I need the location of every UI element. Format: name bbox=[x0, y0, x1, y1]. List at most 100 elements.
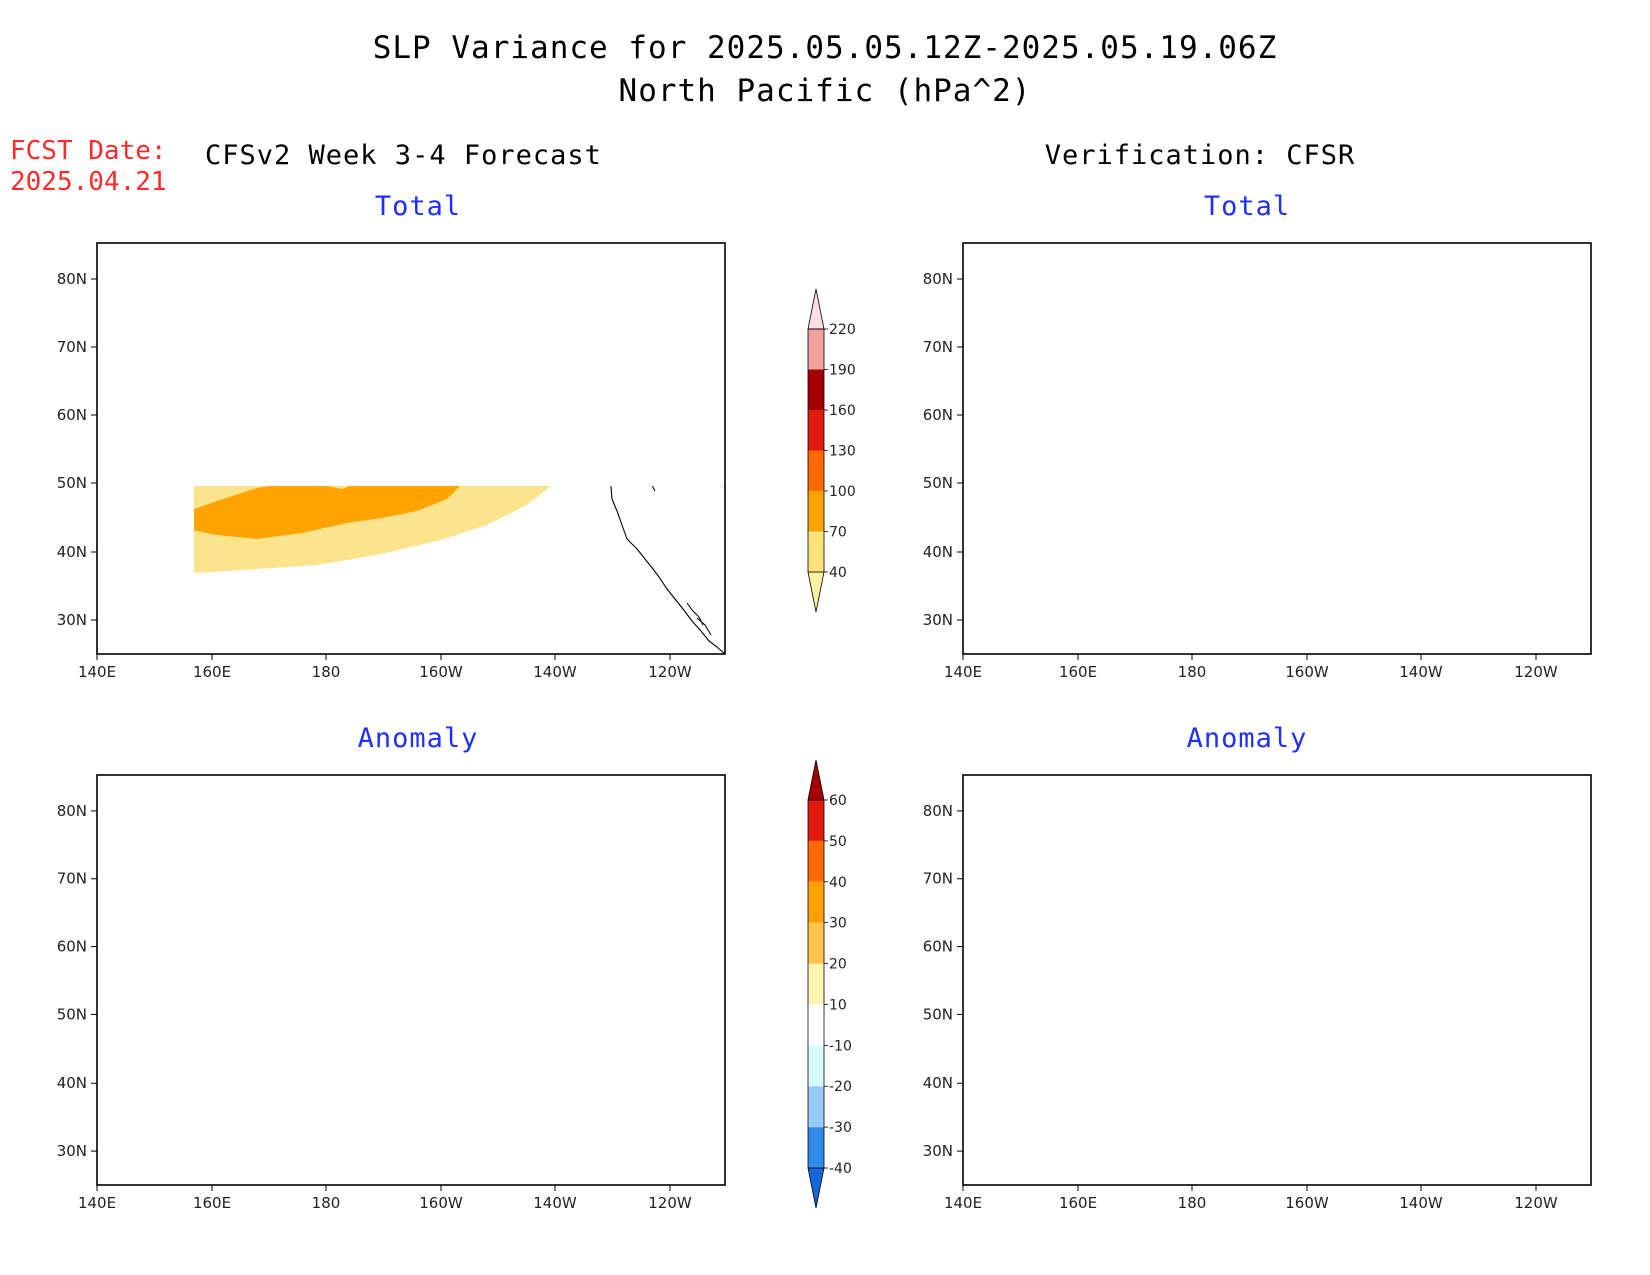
lon-label: 180 bbox=[1178, 1194, 1207, 1212]
colorbar-label: 60 bbox=[829, 793, 847, 809]
variance-contour-160 bbox=[1029, 531, 1037, 535]
colorbar-top-arrow bbox=[807, 759, 825, 801]
lat-label: 80N bbox=[923, 270, 953, 288]
map-frame bbox=[96, 242, 726, 655]
colorbar-bottom-arrow bbox=[807, 1167, 825, 1209]
anomaly-contour-neg10-b bbox=[465, 945, 617, 1055]
panel-subtitle-forecast-anomaly: Anomaly bbox=[357, 723, 479, 754]
lat-label: 60N bbox=[923, 406, 953, 424]
lat-label: 30N bbox=[57, 611, 87, 629]
anomaly-contour-10 bbox=[963, 949, 1433, 1115]
colorbar-swatch bbox=[808, 410, 824, 451]
panel-subtitle-forecast-total: Total bbox=[374, 191, 462, 222]
colorbar-label: 10 bbox=[829, 997, 847, 1013]
anomaly-contour-10-f bbox=[1575, 985, 1591, 1013]
colorbar-frame bbox=[807, 799, 825, 1169]
anomaly-contour-neg20 bbox=[963, 799, 1083, 861]
colorbar-bottom-arrow bbox=[807, 571, 825, 613]
lon-label: 140W bbox=[533, 663, 577, 681]
lon-label: 140E bbox=[944, 663, 982, 681]
lon-label: 160E bbox=[193, 1194, 231, 1212]
colorbar-label: 20 bbox=[829, 957, 847, 973]
anomaly-contour-30-c bbox=[1283, 959, 1383, 1005]
lat-label: 70N bbox=[923, 338, 953, 356]
anomaly-contour-neg10-b bbox=[963, 911, 1443, 1093]
colorbar-swatch bbox=[808, 1004, 824, 1046]
anomaly-contour-40 bbox=[963, 1015, 1093, 1087]
lon-label: 180 bbox=[312, 663, 341, 681]
panel-subtitle-verification-total: Total bbox=[1203, 191, 1291, 222]
lat-label: 30N bbox=[57, 1142, 87, 1160]
anomaly-contour-neg20-b bbox=[1081, 1041, 1141, 1079]
lat-label: 30N bbox=[923, 1142, 953, 1160]
forecast-column-header: CFSv2 Week 3-4 Forecast bbox=[205, 140, 602, 171]
variance-contour-70 bbox=[963, 415, 1413, 561]
colorbar-label: 100 bbox=[829, 484, 856, 500]
variance-contour-70 bbox=[194, 486, 460, 539]
anomaly-contour-10-c bbox=[1353, 831, 1443, 857]
lat-label: 70N bbox=[57, 870, 87, 888]
variance-contour-40 bbox=[194, 486, 552, 573]
anomaly-contour-60 bbox=[981, 1027, 1063, 1071]
map-frame bbox=[96, 774, 726, 1186]
anomaly-contour-50-b bbox=[1305, 977, 1353, 999]
lat-label: 40N bbox=[57, 543, 87, 561]
map-panel-forecast-anomaly: 80N 70N 60N 50N 40N 30N 140E 160E 180 160W 140W 120… bbox=[57, 774, 726, 1212]
axis-labels-forecast-total: 80N 70N 60N 50N 40N 30N 140E 160E 180 160W 140W 120… bbox=[57, 270, 692, 681]
axis-labels-forecast-anomaly: 80N 70N 60N 50N 40N 30N 140E 160E 180 160W 140W 120… bbox=[57, 802, 692, 1212]
lat-label: 60N bbox=[57, 406, 87, 424]
anomaly-contour-20-c bbox=[1503, 899, 1591, 951]
colorbar-label: 40 bbox=[829, 875, 847, 891]
colorbar-label: 160 bbox=[829, 403, 856, 419]
anomaly-contour-neg10-c bbox=[482, 803, 545, 815]
anomaly-contour-30-b bbox=[1209, 971, 1237, 1033]
anomaly-contour-30 bbox=[963, 975, 1113, 1085]
colorbar-anomaly: -40 -30 -20 -10 10 20 30 40 50 60 bbox=[807, 759, 852, 1209]
lon-label: 120W bbox=[1514, 1194, 1558, 1212]
anomaly-contour-neg10 bbox=[963, 775, 1591, 905]
lat-label: 40N bbox=[923, 543, 953, 561]
variance-contour-40-edge bbox=[717, 486, 725, 488]
colorbar-total: 40 70 100 130 160 190 220 bbox=[807, 288, 856, 613]
lat-label: 80N bbox=[57, 802, 87, 820]
variance-contour-70-e bbox=[1581, 447, 1591, 471]
colorbar-swatch bbox=[808, 369, 824, 410]
forecast-date-value: 2025.04.21 bbox=[10, 167, 167, 197]
lat-label: 60N bbox=[57, 938, 87, 956]
anomaly-contour-40-b bbox=[1293, 971, 1365, 1003]
map-panel-forecast-total: 80N 70N 60N 50N 40N 30N 140E 160E 180 160W 140W 120… bbox=[57, 242, 726, 681]
verification-column-header: Verification: CFSR bbox=[1044, 140, 1356, 171]
lat-label: 80N bbox=[923, 802, 953, 820]
lat-label: 70N bbox=[57, 338, 87, 356]
lat-label: 50N bbox=[923, 1005, 953, 1023]
colorbar-label: 50 bbox=[829, 834, 847, 850]
colorbar-swatch bbox=[808, 800, 824, 841]
variance-contour-40-ne bbox=[1383, 303, 1591, 543]
lon-label: 140W bbox=[533, 1194, 577, 1212]
lat-label: 40N bbox=[923, 1074, 953, 1092]
anomaly-contour-10-g bbox=[1536, 983, 1553, 989]
variance-contour-100 bbox=[963, 475, 1103, 543]
map-panel-verification-total: 80N 70N 60N 50N 40N 30N 140E 160E 180 160W 140W 120… bbox=[923, 242, 1592, 681]
lon-label: 160W bbox=[1285, 663, 1329, 681]
anomaly-contour-20-b bbox=[1191, 949, 1403, 1049]
anomaly-contour-40-c bbox=[1538, 915, 1591, 935]
anomaly-contour-50-c bbox=[1555, 921, 1587, 933]
lon-label: 160E bbox=[1059, 1194, 1097, 1212]
anomaly-contour-30-d bbox=[1523, 907, 1591, 941]
variance-contour-70-ne bbox=[1523, 361, 1591, 423]
axis-labels-verification-total: 80N 70N 60N 50N 40N 30N 140E 160E 180 160W 140W 120… bbox=[923, 270, 1558, 681]
anomaly-contour-10-e bbox=[1453, 1045, 1493, 1073]
anomaly-contour-20 bbox=[963, 965, 1183, 1095]
axis-labels-verification-anomaly: 80N 70N 60N 50N 40N 30N 140E 160E 180 160W 140W 120… bbox=[923, 802, 1558, 1212]
variance-contour-100-b bbox=[1203, 455, 1233, 505]
anomaly-contour-10-d bbox=[1468, 885, 1591, 947]
lon-label: 160E bbox=[1059, 663, 1097, 681]
colorbar-swatch bbox=[808, 1086, 824, 1128]
lat-label: 50N bbox=[923, 474, 953, 492]
variance-contour-100-c bbox=[1283, 439, 1398, 495]
lon-label: 160W bbox=[1285, 1194, 1329, 1212]
colorbar-swatch bbox=[808, 963, 824, 1005]
colorbar-swatch bbox=[808, 450, 824, 491]
